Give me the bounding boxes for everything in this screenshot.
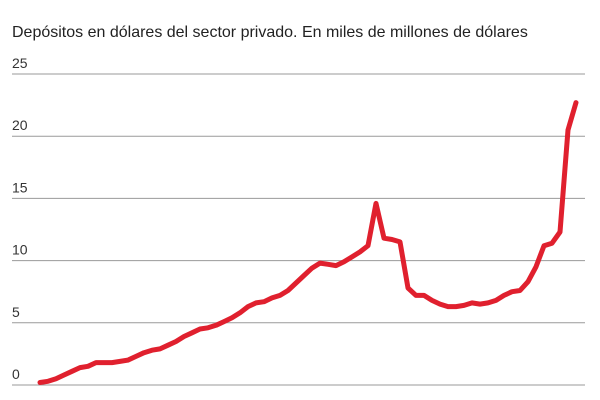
- y-tick-label: 10: [12, 242, 28, 258]
- y-tick-label: 20: [12, 117, 28, 133]
- y-tick-label: 0: [12, 366, 20, 382]
- y-tick-label: 25: [12, 55, 28, 71]
- chart-title: Depósitos en dólares del sector privado.…: [12, 24, 528, 41]
- y-tick-label: 5: [12, 304, 20, 320]
- data-line: [37, 100, 579, 385]
- y-tick-label: 15: [12, 179, 28, 195]
